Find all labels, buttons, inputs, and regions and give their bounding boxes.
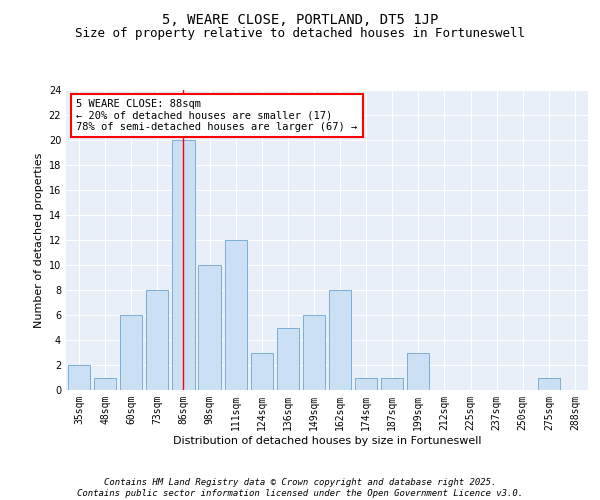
Bar [381,378,403,390]
Bar [251,352,273,390]
Bar [146,290,169,390]
Bar [224,240,247,390]
Y-axis label: Number of detached properties: Number of detached properties [34,152,44,328]
Text: 5, WEARE CLOSE, PORTLAND, DT5 1JP: 5, WEARE CLOSE, PORTLAND, DT5 1JP [162,12,438,26]
Bar [355,378,377,390]
Bar [277,328,299,390]
Bar [94,378,116,390]
Text: 5 WEARE CLOSE: 88sqm
← 20% of detached houses are smaller (17)
78% of semi-detac: 5 WEARE CLOSE: 88sqm ← 20% of detached h… [76,99,358,132]
Bar [120,315,142,390]
Bar [329,290,351,390]
Text: Contains HM Land Registry data © Crown copyright and database right 2025.
Contai: Contains HM Land Registry data © Crown c… [77,478,523,498]
Bar [303,315,325,390]
Bar [199,265,221,390]
X-axis label: Distribution of detached houses by size in Fortuneswell: Distribution of detached houses by size … [173,436,481,446]
Bar [68,365,90,390]
Bar [538,378,560,390]
Bar [172,140,194,390]
Text: Size of property relative to detached houses in Fortuneswell: Size of property relative to detached ho… [75,28,525,40]
Bar [407,352,430,390]
